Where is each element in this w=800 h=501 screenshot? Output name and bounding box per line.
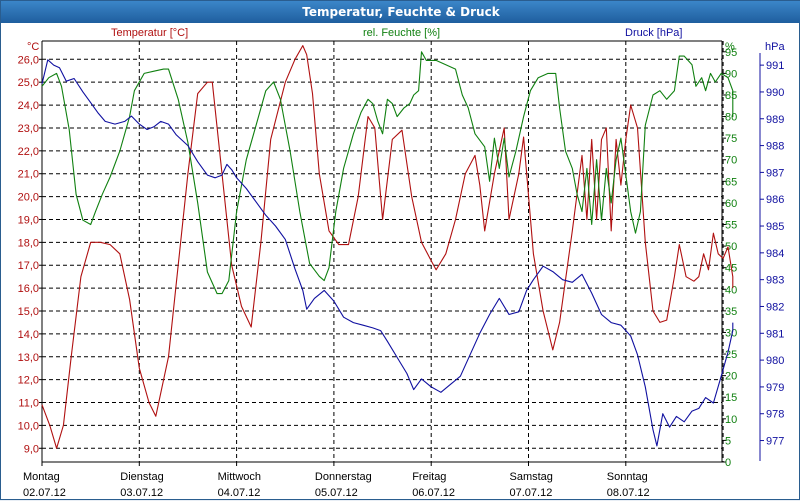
x-date-label: 03.07.12 (120, 487, 163, 499)
window-title: Temperatur, Feuchte & Druck (1, 1, 800, 23)
press-tick-label: 987 (766, 167, 784, 179)
hum-tick-label: 15 (725, 392, 737, 404)
press-unit: hPa (765, 41, 785, 53)
temperature-line (41, 45, 734, 449)
hum-tick-label: 95 (725, 47, 737, 59)
press-tick-label: 986 (766, 194, 784, 206)
temp-tick-label: 22,0 (18, 146, 39, 158)
press-tick-label: 982 (766, 301, 784, 313)
temp-tick-label: 11,0 (18, 398, 39, 410)
temp-tick-label: 13,0 (18, 352, 39, 364)
series (41, 45, 734, 449)
temp-tick-label: 26,0 (18, 54, 39, 66)
hum-tick-label: 75 (725, 133, 737, 145)
temp-tick-label: 25,0 (18, 77, 39, 89)
x-date-label: 05.07.12 (315, 487, 358, 499)
hum-tick-label: 90 (725, 68, 737, 80)
temp-tick-label: 16,0 (18, 283, 39, 295)
hum-tick-label: 80 (725, 112, 737, 124)
press-tick-label: 977 (766, 436, 784, 448)
x-day-label: Mittwoch (218, 471, 261, 483)
hum-tick-label: 20 (725, 371, 737, 383)
press-tick-label: 990 (766, 87, 784, 99)
x-date-label: 06.07.12 (412, 487, 455, 499)
x-date-label: 07.07.12 (510, 487, 553, 499)
temp-unit: °C (27, 41, 39, 53)
x-day-label: Donnerstag (315, 471, 372, 483)
x-day-label: Freitag (412, 471, 446, 483)
press-tick-label: 981 (766, 328, 784, 340)
humidity-line (41, 51, 734, 295)
hum-tick-label: 50 (725, 241, 737, 253)
hum-tick-label: 55 (725, 220, 737, 232)
x-day-label: Dienstag (120, 471, 163, 483)
press-tick-label: 985 (766, 221, 784, 233)
hum-axis-title: rel. Feuchte [%] (363, 27, 440, 39)
grid (42, 41, 724, 462)
press-axis-title: Druck [hPa] (625, 27, 682, 39)
hum-unit: % (725, 41, 735, 53)
temp-axis-title: Temperatur [°C] (111, 27, 188, 39)
temp-tick-label: 12,0 (18, 375, 39, 387)
x-day-label: Samstag (510, 471, 553, 483)
x-day-label: Montag (23, 471, 60, 483)
temp-tick-label: 20,0 (18, 192, 39, 204)
press-tick-label: 991 (766, 60, 784, 72)
press-tick-label: 980 (766, 355, 784, 367)
x-date-label: 04.07.12 (218, 487, 261, 499)
hum-tick-label: 65 (725, 176, 737, 188)
temp-tick-label: 19,0 (18, 214, 39, 226)
temp-tick-label: 24,0 (18, 100, 39, 112)
hum-tick-label: 5 (725, 435, 731, 447)
hum-tick-label: 0 (725, 457, 731, 469)
temp-tick-label: 10,0 (18, 420, 39, 432)
temp-tick-label: 18,0 (18, 237, 39, 249)
temp-tick-label: 15,0 (18, 306, 39, 318)
hum-tick-label: 10 (725, 414, 737, 426)
x-date-label: 08.07.12 (607, 487, 650, 499)
pressure-line (41, 59, 734, 447)
x-day-label: Sonntag (607, 471, 648, 483)
axes: 9,0 10,0 11,0 12,0 13,0 14,0 15,0 16,0 17,0 18,0 1… (18, 40, 784, 499)
press-tick-label: 979 (766, 382, 784, 394)
press-tick-label: 989 (766, 114, 784, 126)
hum-tick-label: 30 (725, 327, 737, 339)
temp-tick-label: 14,0 (18, 329, 39, 341)
hum-tick-label: 70 (725, 155, 737, 167)
x-date-label: 02.07.12 (23, 487, 66, 499)
press-tick-label: 988 (766, 141, 784, 153)
hum-tick-label: 35 (725, 306, 737, 318)
press-tick-label: 983 (766, 275, 784, 287)
press-tick-label: 978 (766, 409, 784, 421)
hum-tick-label: 85 (725, 90, 737, 102)
press-tick-label: 984 (766, 248, 784, 260)
temp-tick-label: 23,0 (18, 123, 39, 135)
temp-tick-label: 9,0 (24, 443, 39, 455)
hum-tick-label: 60 (725, 198, 737, 210)
temp-tick-label: 17,0 (18, 260, 39, 272)
hum-tick-label: 40 (725, 284, 737, 296)
temp-tick-label: 21,0 (18, 169, 39, 181)
